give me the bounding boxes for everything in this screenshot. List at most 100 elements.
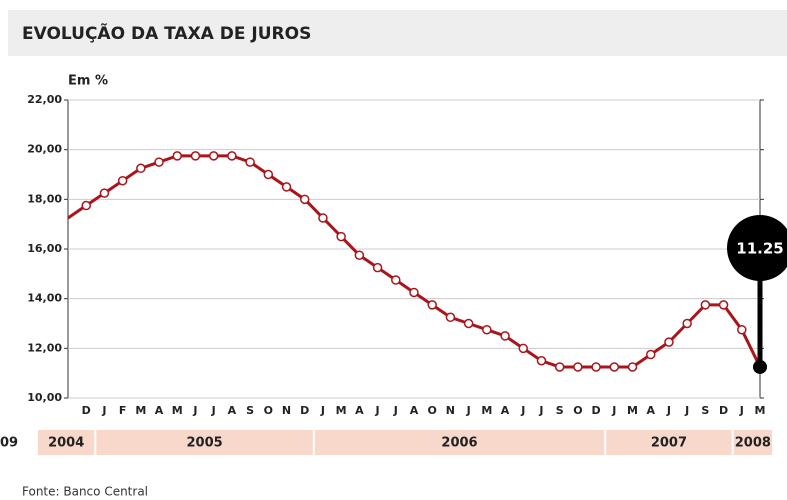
point [645, 349, 656, 360]
point [336, 231, 346, 242]
x-tick-label: J [666, 404, 671, 417]
point [627, 362, 638, 372]
x-tick-label: J [211, 404, 216, 417]
point [81, 200, 91, 211]
year-band [606, 430, 732, 455]
x-tick-label: M [336, 404, 347, 417]
point [154, 157, 164, 167]
point [518, 343, 529, 354]
x-tick-label: J [375, 404, 380, 417]
x-tick-label: J [192, 404, 197, 417]
point [463, 318, 474, 329]
point [609, 362, 620, 372]
point [190, 151, 201, 161]
x-tick-label: F [119, 404, 127, 417]
y-tick-label: 22,00 [27, 93, 62, 106]
point [573, 362, 583, 372]
point [409, 287, 419, 298]
callout-bubble [727, 215, 787, 281]
y-tick-label: 10,00 [27, 391, 62, 404]
year-label: 2009 [0, 436, 18, 451]
point [482, 324, 492, 335]
year-band [96, 430, 313, 455]
point [700, 300, 711, 310]
x-tick-label: J [684, 404, 689, 417]
point [718, 300, 729, 310]
point [737, 324, 747, 335]
year-label: 2007 [651, 436, 687, 451]
point [299, 194, 310, 205]
point [99, 188, 110, 198]
point [263, 169, 274, 180]
x-tick-label: S [556, 404, 564, 417]
y-axis-label: Em % [68, 74, 108, 89]
x-tick-label: M [755, 404, 766, 417]
x-tick-label: D [82, 404, 91, 417]
point [354, 250, 365, 260]
year-band [38, 430, 95, 455]
x-tick-label: M [481, 404, 492, 417]
x-tick-label: A [646, 404, 655, 417]
point [245, 157, 255, 167]
point [554, 362, 565, 372]
year-band [733, 430, 772, 455]
point [427, 300, 437, 310]
x-tick-label: J [466, 404, 471, 417]
x-tick-label: J [393, 404, 398, 417]
x-tick-label: D [719, 404, 728, 417]
x-tick-label: J [101, 404, 106, 417]
point [172, 151, 183, 161]
year-label: 2005 [186, 436, 222, 451]
title-bar [8, 10, 787, 56]
point [117, 175, 128, 186]
x-tick-label: M [172, 404, 183, 417]
x-tick-label: J [611, 404, 616, 417]
point [445, 312, 456, 323]
x-tick-label: M [135, 404, 146, 417]
x-tick-label: N [282, 404, 291, 417]
x-tick-label: O [264, 404, 273, 417]
source: Fonte: Banco Central [22, 485, 148, 499]
point [318, 213, 328, 223]
point [208, 151, 219, 161]
y-tick-label: 18,00 [27, 192, 62, 205]
callout-label: 11.25 [736, 240, 783, 258]
x-tick-label: A [228, 404, 237, 417]
point [391, 275, 401, 285]
chart-title: EVOLUÇÃO DA TAXA DE JUROS [22, 21, 311, 44]
x-tick-label: A [410, 404, 419, 417]
year-band [314, 430, 605, 455]
point [536, 356, 547, 366]
x-tick-label: J [739, 404, 744, 417]
x-tick-label: D [300, 404, 309, 417]
point [227, 151, 237, 161]
y-tick-label: 12,00 [27, 341, 62, 354]
x-tick-label: A [355, 404, 364, 417]
x-tick-label: N [446, 404, 455, 417]
y-tick-label: 14,00 [27, 292, 62, 305]
point [591, 362, 601, 372]
x-tick-label: D [592, 404, 601, 417]
x-tick-label: O [573, 404, 582, 417]
year-label: 2004 [48, 436, 84, 451]
point [682, 318, 692, 329]
point [281, 182, 292, 192]
x-tick-label: M [627, 404, 638, 417]
x-tick-label: J [320, 404, 325, 417]
point [664, 337, 674, 347]
x-tick-label: A [501, 404, 510, 417]
x-tick-label: O [428, 404, 437, 417]
point [372, 262, 383, 273]
point [500, 331, 510, 341]
x-tick-label: J [538, 404, 543, 417]
y-tick-label: 20,00 [27, 143, 62, 156]
x-tick-label: A [155, 404, 164, 417]
point-last [753, 359, 767, 374]
y-tick-label: 16,00 [27, 242, 62, 255]
year-label: 2008 [735, 436, 771, 451]
x-tick-label: J [520, 404, 525, 417]
year-label: 2006 [441, 436, 477, 451]
point [136, 163, 146, 174]
x-tick-label: S [701, 404, 709, 417]
